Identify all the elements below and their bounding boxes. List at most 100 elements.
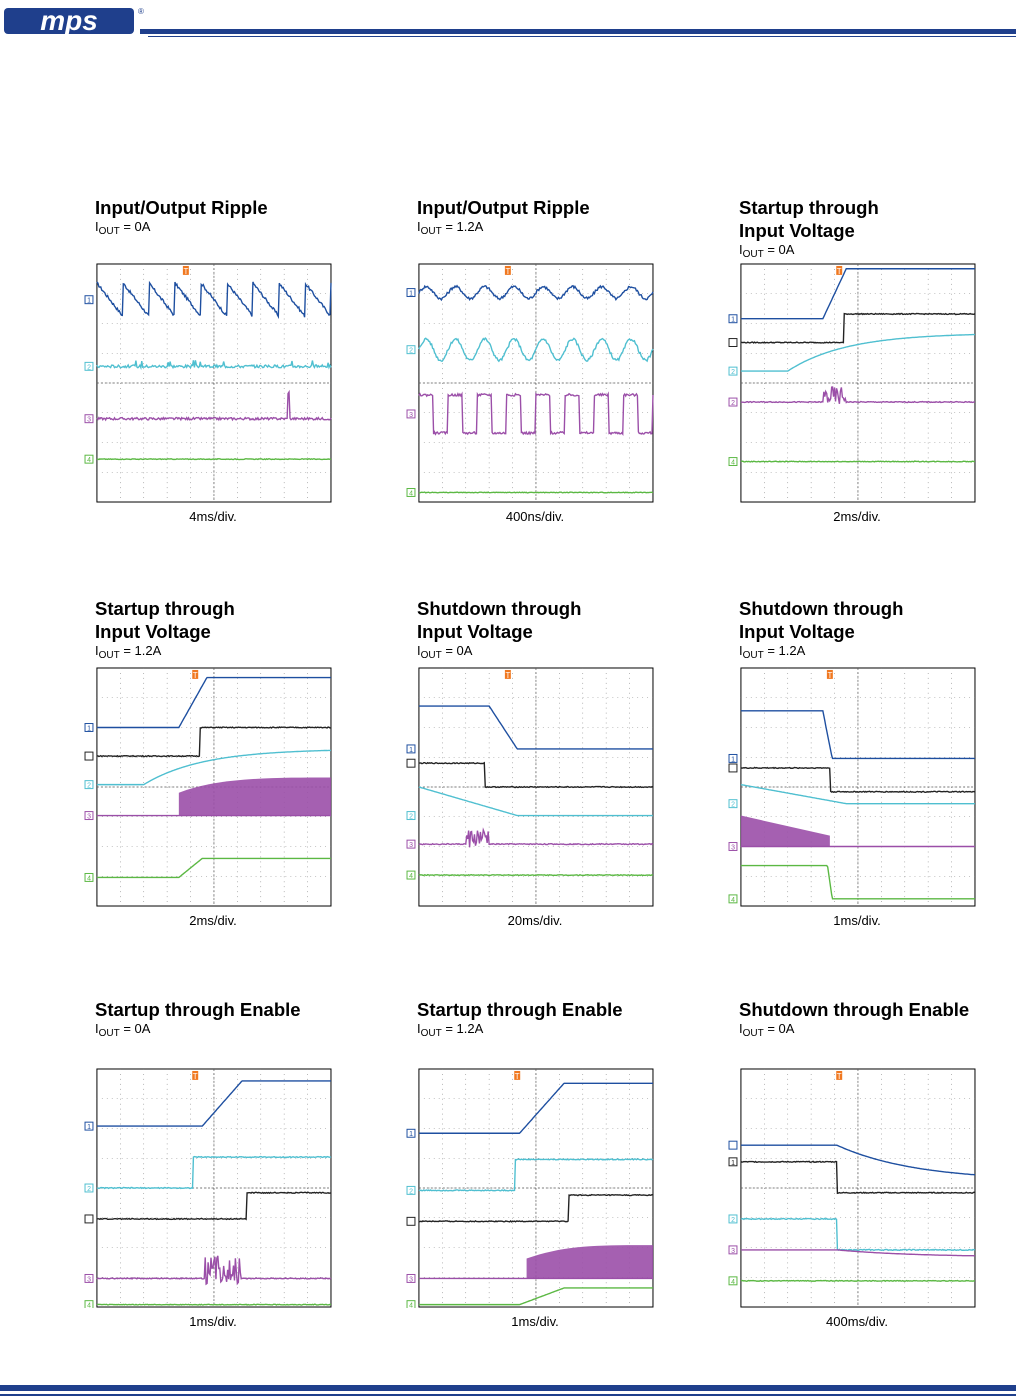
logo-text: mps	[40, 5, 98, 36]
condition-var: I	[739, 643, 743, 658]
footer-rule-thin	[0, 1394, 1016, 1396]
channel-marker	[84, 780, 94, 790]
timebase-label: 20ms/div.	[507, 913, 563, 928]
channel-label: 4	[409, 1303, 413, 1308]
channel-marker	[84, 1273, 94, 1283]
trace-line	[96, 676, 331, 729]
panel-title-line: Startup through	[95, 598, 235, 619]
trace-line	[96, 389, 332, 422]
trigger-marker	[504, 265, 511, 275]
trace-line	[96, 1155, 332, 1190]
footer-rule	[0, 1385, 1016, 1391]
load-condition: IOUT = 0A	[739, 1021, 794, 1042]
channel-marker	[84, 751, 94, 761]
channel-marker	[406, 1300, 416, 1308]
channel-label: 1	[87, 298, 91, 305]
scope-panel: Startup through Input Voltage IOUT = 1.2A T…	[84, 597, 375, 957]
condition-value: = 0A	[763, 242, 795, 257]
trace-line	[740, 1144, 976, 1176]
channel-label: 3	[87, 814, 91, 821]
trace-line	[740, 1217, 976, 1252]
trigger-marker	[836, 265, 843, 275]
channel-label: 2	[409, 814, 413, 821]
scope-panel: Shutdown through Enable IOUT = 0A T 1 2 3 4 400…	[728, 998, 1016, 1358]
trace-line	[418, 1082, 653, 1134]
trace-line	[740, 766, 976, 794]
channel-marker	[728, 763, 738, 773]
channel-label: 1	[731, 756, 735, 763]
trace-line	[96, 360, 332, 371]
channel-label: 3	[409, 842, 413, 849]
condition-var: I	[739, 242, 743, 257]
channel-marker	[406, 1216, 416, 1226]
scope-panel: Startup through Enable IOUT = 1.2A T 1 2 3 4 1m…	[406, 998, 697, 1358]
panel-title-line: Input Voltage	[739, 220, 855, 241]
trace-line	[96, 1303, 332, 1306]
panel-title: Startup through Enable	[417, 998, 623, 1021]
channel-label: 3	[87, 417, 91, 424]
channel-marker	[728, 366, 738, 376]
header-rule	[140, 29, 1016, 34]
trace-line	[740, 1160, 976, 1195]
trace-line	[740, 268, 975, 320]
trace-envelope	[526, 1245, 653, 1279]
channel-marker	[84, 454, 94, 464]
channel-label: 4	[87, 457, 91, 464]
scope-panel: Shutdown through Input Voltage IOUT = 0A T 1…	[406, 597, 697, 957]
channel-label: 4	[87, 1303, 91, 1308]
trace-line	[740, 783, 975, 805]
timebase-label: 2ms/div.	[189, 913, 237, 928]
channel-label: 1	[409, 747, 413, 754]
condition-subscript: OUT	[98, 1028, 120, 1039]
condition-var: I	[417, 643, 421, 658]
channel-marker	[728, 1214, 738, 1224]
channel-marker	[84, 1214, 94, 1224]
logo-block	[4, 8, 134, 34]
channel-marker	[406, 758, 416, 768]
timebase-label: 1ms/div.	[189, 1314, 237, 1329]
channel-marker	[728, 338, 738, 347]
channel-label: 3	[87, 1276, 91, 1283]
load-condition: IOUT = 0A	[417, 643, 472, 664]
trigger-label: T	[193, 1072, 198, 1081]
channel-marker	[406, 1185, 416, 1195]
channel-label: 2	[731, 400, 735, 407]
channel-label: 2	[409, 1188, 413, 1195]
channel-marker	[406, 409, 416, 419]
channel-marker	[84, 723, 94, 732]
channel-label: 1	[87, 725, 91, 732]
channel-marker	[728, 753, 738, 763]
channel-label: 4	[409, 490, 413, 497]
channel-marker	[728, 1276, 738, 1286]
trace-line	[740, 1279, 976, 1283]
condition-var: I	[95, 219, 99, 234]
channel-marker	[406, 870, 416, 880]
channel-marker	[406, 345, 416, 355]
timebase-label: 1ms/div.	[833, 913, 881, 928]
trace-line	[418, 786, 653, 817]
channel-label: 3	[731, 1248, 735, 1255]
trace-line	[740, 312, 976, 344]
oscilloscope-plot: T 1 2 2 4	[728, 263, 976, 503]
condition-subscript: OUT	[98, 650, 120, 661]
mps-logo: mps ®	[4, 5, 144, 36]
condition-value: = 1.2A	[119, 643, 162, 658]
trigger-marker	[836, 1070, 843, 1080]
oscilloscope-plot: T 1 2 3 4	[84, 667, 332, 907]
condition-value: = 1.2A	[441, 219, 484, 234]
load-condition: IOUT = 0A	[95, 219, 150, 240]
trigger-marker	[504, 669, 511, 679]
condition-value: = 1.2A	[763, 643, 806, 658]
panel-title-line: Input Voltage	[739, 621, 855, 642]
trace-line	[96, 280, 332, 320]
channel-label: 1	[731, 1160, 735, 1167]
condition-var: I	[417, 1021, 421, 1036]
trace-envelope	[740, 815, 830, 847]
channel-label: 1	[409, 1131, 413, 1138]
trigger-label: T	[505, 671, 510, 680]
page-header: mps ®	[0, 0, 1016, 44]
channel-label: 2	[731, 802, 735, 809]
trigger-label: T	[515, 1072, 520, 1081]
trigger-marker	[182, 265, 189, 275]
trace-line	[418, 491, 654, 494]
